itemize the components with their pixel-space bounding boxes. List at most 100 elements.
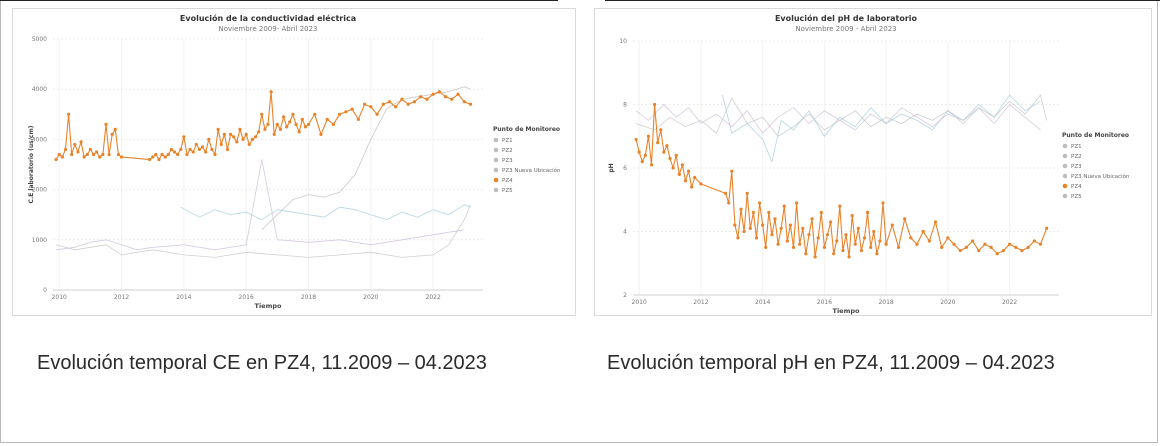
data-point-pz4 xyxy=(686,169,691,173)
data-point-pz4 xyxy=(662,150,666,154)
y-tick-label: 8 xyxy=(623,102,627,109)
x-tick-label: 2014 xyxy=(755,299,770,306)
legend-entry: PZ1 xyxy=(1071,144,1082,150)
data-point-pz4 xyxy=(881,201,885,205)
data-point-pz4 xyxy=(739,207,743,211)
data-point-pz4 xyxy=(425,97,429,101)
data-point-pz4 xyxy=(640,160,644,164)
data-point-pz4 xyxy=(825,233,830,237)
data-point-pz4 xyxy=(1020,248,1024,253)
data-point-pz4 xyxy=(977,248,981,253)
data-point-pz4 xyxy=(1032,239,1036,243)
data-point-pz4 xyxy=(1001,248,1006,253)
data-point-pz4 xyxy=(194,142,198,147)
data-point-pz4 xyxy=(266,122,270,126)
data-point-pz4 xyxy=(940,245,944,249)
data-point-pz4 xyxy=(191,150,195,154)
data-point-pz4 xyxy=(119,155,124,159)
data-point-pz4 xyxy=(188,147,192,152)
data-point-pz4 xyxy=(210,147,214,152)
data-point-pz4 xyxy=(303,125,307,129)
data-point-pz4 xyxy=(269,90,273,94)
data-point-pz4 xyxy=(896,245,901,249)
data-point-pz4 xyxy=(903,217,907,221)
data-point-pz4 xyxy=(163,155,167,159)
data-point-pz4 xyxy=(869,245,873,249)
data-point-pz4 xyxy=(468,102,473,106)
legend-marker xyxy=(493,157,499,163)
data-point-pz4 xyxy=(730,169,734,173)
data-point-pz4 xyxy=(671,166,675,170)
data-point-pz4 xyxy=(300,117,304,121)
data-point-pz4 xyxy=(866,210,870,215)
data-point-pz4 xyxy=(216,127,220,131)
data-point-pz4 xyxy=(1008,242,1012,246)
data-point-pz4 xyxy=(884,242,888,246)
data-point-pz4 xyxy=(832,252,836,256)
x-tick-label: 2020 xyxy=(940,299,955,306)
x-axis-label: Tiempo xyxy=(255,302,282,310)
data-point-pz4 xyxy=(222,132,226,136)
data-point-pz4 xyxy=(856,226,860,230)
data-point-pz4 xyxy=(70,152,74,157)
data-point-pz4 xyxy=(207,137,211,141)
data-point-pz4 xyxy=(915,242,919,246)
data-point-pz4 xyxy=(73,142,77,147)
data-point-pz4 xyxy=(91,152,96,157)
data-point-pz4 xyxy=(185,152,189,157)
data-point-pz4 xyxy=(444,95,448,99)
data-point-pz4 xyxy=(406,102,410,106)
data-point-pz4 xyxy=(204,150,208,154)
data-point-pz4 xyxy=(785,239,789,243)
data-point-pz4 xyxy=(253,135,258,139)
data-point-pz4 xyxy=(437,90,441,94)
data-point-pz4 xyxy=(306,122,311,126)
data-point-pz4 xyxy=(653,102,657,107)
data-point-pz4 xyxy=(872,229,876,234)
data-point-pz4 xyxy=(238,127,242,131)
data-point-pz4 xyxy=(680,163,684,167)
data-point-pz4 xyxy=(244,132,248,136)
data-point-pz4 xyxy=(810,217,814,221)
data-point-pz4 xyxy=(241,137,245,141)
legend-marker xyxy=(1062,143,1068,149)
data-point-pz4 xyxy=(875,252,879,256)
data-point-pz4 xyxy=(331,122,336,126)
legend-entry: PZ3 xyxy=(502,158,513,164)
data-point-pz4 xyxy=(247,142,251,147)
data-point-pz4 xyxy=(350,107,354,111)
data-point-pz4 xyxy=(169,147,174,152)
data-point-pz4 xyxy=(761,223,765,227)
data-point-pz4 xyxy=(325,117,329,121)
data-point-pz4 xyxy=(847,255,851,259)
data-point-pz4 xyxy=(807,233,811,237)
data-point-pz4 xyxy=(110,132,114,136)
data-point-pz4 xyxy=(319,132,323,136)
data-point-pz4 xyxy=(1026,245,1030,249)
data-point-pz4 xyxy=(890,223,894,227)
series-line-pz1 xyxy=(55,204,471,258)
legend-entry: PZ3 Nueva Ubicación xyxy=(1071,173,1130,180)
data-point-pz4 xyxy=(668,156,672,161)
data-point-pz4 xyxy=(788,223,793,227)
series-line-pz5 xyxy=(635,103,1041,134)
data-point-pz4 xyxy=(835,239,839,243)
legend-title: Punto de Monitoreo xyxy=(1062,132,1129,139)
chart-subtitle: Noviembre 2009 - Abril 2023 xyxy=(795,25,896,33)
data-point-pz4 xyxy=(751,210,755,215)
data-point-pz4 xyxy=(819,210,823,215)
y-axis-label: C.E laboratorio (us/cm) xyxy=(28,125,35,203)
chart-panel-conductividad: Evolución de la conductividad eléctrica N… xyxy=(12,8,576,316)
x-tick-label: 2022 xyxy=(426,294,441,301)
data-point-pz4 xyxy=(116,152,121,157)
data-point-pz4 xyxy=(160,152,164,157)
data-point-pz4 xyxy=(773,217,777,221)
data-point-pz4 xyxy=(154,152,158,157)
data-point-pz4 xyxy=(213,152,217,157)
data-point-pz4 xyxy=(462,100,466,104)
data-point-pz4 xyxy=(101,152,105,157)
data-point-pz4 xyxy=(166,152,170,157)
data-point-pz4 xyxy=(85,152,89,157)
legend-marker xyxy=(493,147,499,153)
y-tick-label: 10 xyxy=(619,38,627,45)
